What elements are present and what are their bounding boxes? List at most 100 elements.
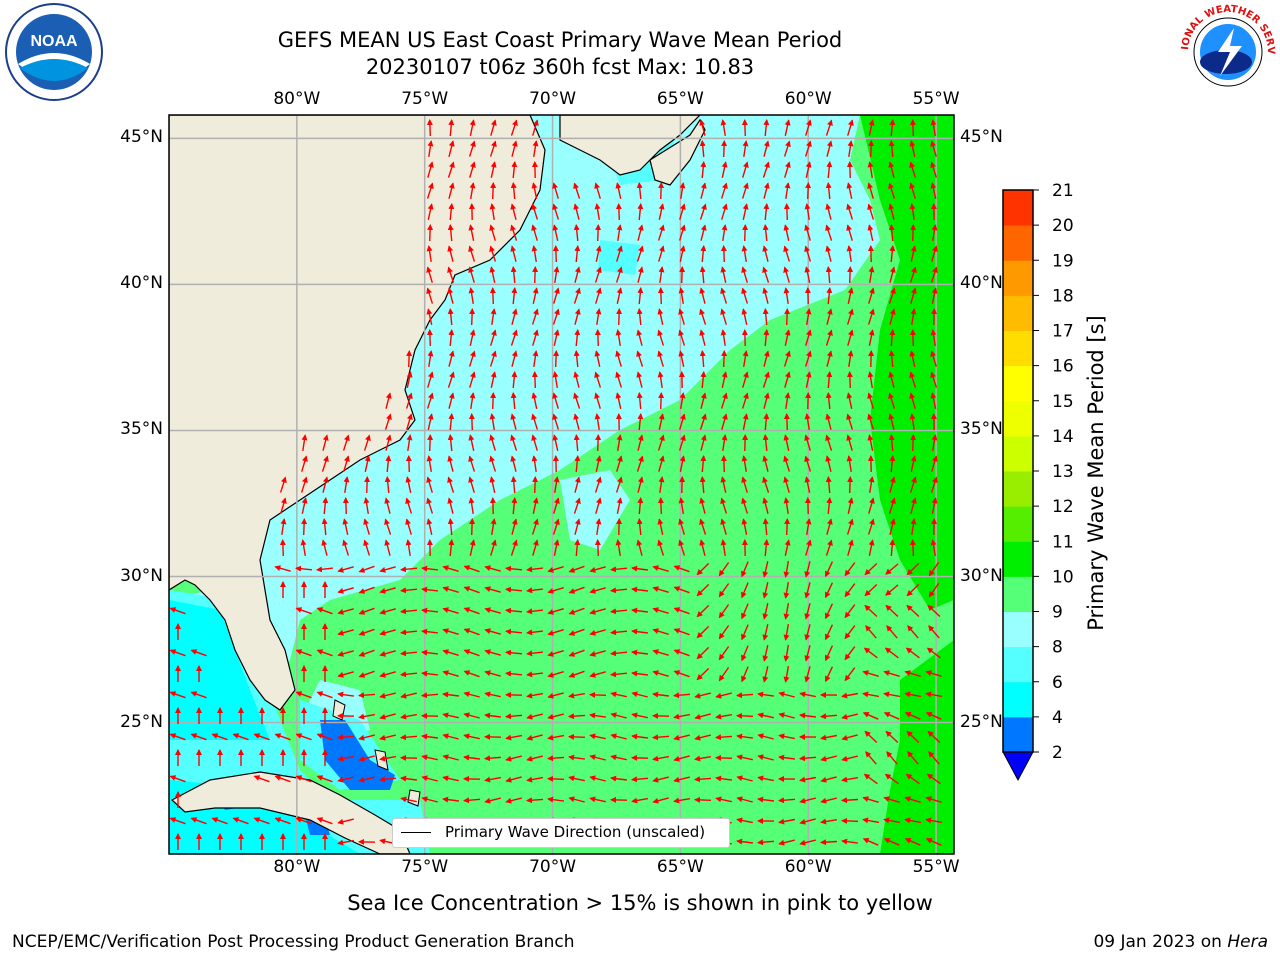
wave-arrow (904, 796, 921, 803)
wave-arrow (736, 733, 753, 740)
lon-label-bottom: 65°W (656, 857, 704, 877)
wave-arrow (442, 712, 459, 719)
wave-arrow (718, 583, 730, 598)
wave-arrow (337, 691, 354, 698)
wave-arrow (505, 776, 522, 783)
wave-arrow (718, 604, 730, 619)
wave-arrow (531, 182, 538, 199)
wave-arrow (280, 518, 287, 536)
wave-arrow (400, 734, 418, 741)
wave-arrow (864, 604, 878, 618)
wave-arrow (547, 608, 564, 615)
wave-arrow (783, 140, 791, 157)
wave-arrow (442, 607, 459, 614)
wave-arrow (421, 607, 438, 614)
wave-arrow (804, 224, 811, 241)
lon-label-bottom: 80°W (273, 857, 321, 877)
wave-arrow (804, 455, 812, 472)
wave-arrow (741, 582, 749, 599)
wave-arrow (610, 587, 628, 594)
wave-arrow (379, 650, 396, 657)
wave-arrow (463, 754, 480, 761)
wave-arrow (657, 350, 664, 367)
wave-arrow (678, 224, 686, 241)
wave-arrow (463, 733, 480, 740)
wave-arrow (510, 224, 518, 241)
wave-arrow (511, 371, 518, 389)
wave-arrow (490, 161, 497, 178)
wave-arrow (847, 497, 854, 514)
wave-arrow (552, 245, 559, 263)
wave-arrow (343, 455, 350, 472)
wave-arrow (841, 734, 858, 741)
wave-arrow (741, 245, 748, 263)
wave-arrow (736, 796, 753, 803)
wave-arrow (825, 392, 832, 410)
lat-label-left: 45°N (120, 127, 163, 148)
colorbar-tick-label: 9 (1052, 603, 1063, 623)
wave-arrow (442, 754, 459, 761)
wave-arrow (484, 565, 501, 572)
wave-arrow (762, 245, 769, 262)
wave-arrow (442, 565, 459, 572)
wave-arrow (863, 773, 878, 785)
wave-arrow (926, 773, 941, 785)
wave-arrow (358, 692, 376, 699)
wave-arrow (448, 203, 455, 221)
wave-arrow (805, 518, 812, 536)
wave-arrow (784, 371, 791, 388)
wave-arrow (552, 224, 559, 241)
wave-arrow (322, 497, 329, 515)
wave-arrow (804, 434, 811, 451)
wave-arrow (804, 140, 812, 157)
wave-arrow (505, 755, 522, 762)
wave-arrow (678, 434, 686, 451)
wave-arrow (526, 776, 544, 783)
legend: Primary Wave Direction (unscaled) (392, 818, 730, 848)
wave-arrow (657, 224, 665, 241)
footer-host: Hera (1227, 932, 1268, 952)
wave-arrow (526, 797, 544, 804)
wave-arrow (426, 455, 433, 473)
wave-arrow (886, 751, 898, 765)
wave-arrow (699, 266, 706, 284)
wave-arrow (610, 566, 628, 573)
wave-arrow (552, 203, 560, 220)
wave-arrow (825, 476, 832, 494)
wave-arrow (820, 839, 838, 846)
wave-arrow (673, 797, 691, 804)
wave-arrow (657, 434, 665, 451)
wave-arrow (889, 266, 896, 283)
wave-arrow (825, 434, 833, 451)
wave-arrow (889, 455, 896, 473)
wave-arrow (568, 733, 586, 740)
wave-arrow (169, 817, 186, 825)
wave-arrow (700, 161, 707, 179)
colorbar-extend-arrow (1002, 751, 1034, 782)
wave-arrow (426, 497, 434, 514)
wave-arrow (930, 350, 937, 367)
wave-arrow (489, 455, 497, 472)
wave-arrow (658, 266, 665, 284)
wave-arrow (742, 203, 749, 220)
wave-arrow (568, 607, 585, 615)
wave-arrow (673, 713, 691, 720)
lat-label-left: 35°N (120, 419, 163, 440)
wave-arrow (678, 287, 685, 305)
wave-arrow (448, 392, 455, 409)
wave-arrow (532, 497, 539, 514)
wave-arrow (658, 245, 665, 262)
wave-arrow (295, 607, 312, 615)
wave-arrow (762, 371, 770, 388)
wave-arrow (844, 625, 856, 640)
wave-arrow (804, 476, 811, 493)
colorbar-segment (1003, 716, 1033, 753)
land-canada (559, 115, 701, 176)
wave-arrow (595, 434, 602, 452)
wave-arrow (615, 371, 623, 388)
wave-arrow (589, 608, 606, 615)
wave-arrow (358, 670, 375, 678)
wave-arrow (510, 119, 518, 136)
wave-arrow (762, 161, 770, 178)
wave-arrow (490, 119, 497, 136)
